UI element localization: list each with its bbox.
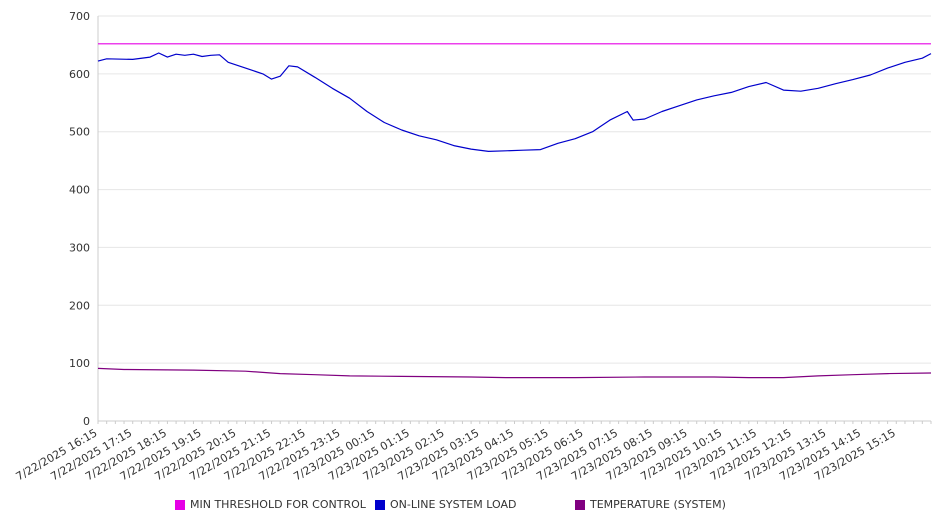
y-tick-label-100: 100 [69,357,90,370]
y-tick-label-700: 700 [69,10,90,23]
series-line-system-load [97,52,932,152]
series-line-temperature [97,367,932,379]
chart-legend: MIN THRESHOLD FOR CONTROL ON-LINE SYSTEM… [175,498,935,514]
legend-swatch-system-load [375,499,385,510]
y-tick-label-200: 200 [69,299,90,312]
legend-swatch-temperature [575,499,585,510]
legend-item-min-threshold[interactable]: MIN THRESHOLD FOR CONTROL [175,498,366,511]
legend-item-system-load[interactable]: ON-LINE SYSTEM LOAD [375,498,516,511]
y-tick-label-500: 500 [69,126,90,139]
y-tick-label-300: 300 [69,241,90,254]
y-tick-label-0: 0 [83,415,90,428]
y-tick-label-600: 600 [69,68,90,81]
legend-swatch-min-threshold [175,499,185,510]
legend-label-system-load: ON-LINE SYSTEM LOAD [390,498,517,511]
legend-label-temperature: TEMPERATURE (SYSTEM) [590,498,726,511]
legend-label-min-threshold: MIN THRESHOLD FOR CONTROL [190,498,366,511]
legend-item-temperature[interactable]: TEMPERATURE (SYSTEM) [575,498,726,511]
y-tick-label-400: 400 [69,184,90,197]
